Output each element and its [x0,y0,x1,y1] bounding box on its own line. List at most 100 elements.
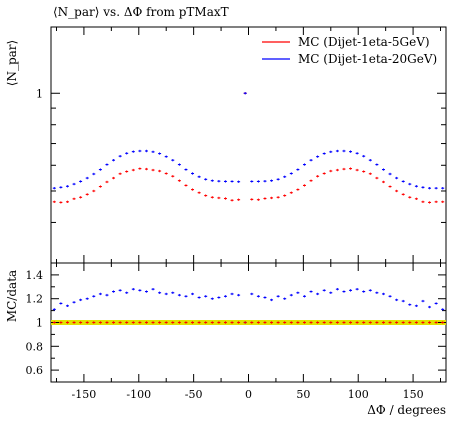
data-point-series-2 [349,321,353,324]
main-x-ticks [55,27,442,263]
data-point-series-1 [434,302,438,305]
main-chart-title: ⟨N_par⟩ vs. ΔΦ from pTMaxT [53,5,229,19]
data-point-series-1 [322,289,326,292]
data-point-series-1 [191,292,195,296]
data-point-series-2 [217,321,221,324]
data-point-series-2 [177,163,181,166]
x-tick-label: 100 [348,388,369,401]
ratio-y-tick-label: 1 [36,317,43,330]
data-point-series-2 [270,321,274,324]
data-point-series-1 [131,287,135,291]
data-point-series-2 [79,321,83,324]
data-point-series-1 [98,185,102,188]
data-point-series-1 [349,289,353,292]
data-point-series-2 [441,321,445,324]
ratio-y-axis-label: MC/data [5,270,19,322]
data-point-series-2 [223,321,227,324]
data-point-series-2 [316,155,320,158]
data-point-series-2 [263,321,267,324]
reference-band [51,320,446,325]
data-point-series-2 [164,155,168,158]
data-point-series-2 [381,168,385,171]
data-point-series-2 [65,321,69,324]
data-point-series-2 [270,179,274,182]
data-point-series-1 [112,290,116,293]
data-point-series-1 [362,290,366,293]
data-point-series-2 [302,163,306,166]
data-point-series-2 [237,321,241,324]
data-point-series-2 [335,149,339,153]
data-point-series-2 [217,179,221,183]
data-point-series-1 [65,304,69,308]
data-point-series-2 [388,321,392,324]
x-tick-label: 0 [245,388,252,401]
data-point-series-1 [204,194,208,197]
data-point-series-2 [79,180,83,183]
data-point-series-1 [329,291,333,294]
data-point-series-1 [441,308,445,311]
data-point-series-2 [144,321,148,324]
ratio-y-tick-label: 1.2 [26,293,44,306]
data-point-series-1 [335,287,339,291]
data-point-series-2 [395,176,399,180]
data-point-series-2 [316,321,320,324]
ratio-panel: MC/data 0.6 0.8 1 1.2 1.4 -150 -100 -50 0 50 100 1… [5,262,447,417]
data-point-series-1 [197,296,201,299]
main-y-tick-label: 1 [36,87,43,100]
ratio-reference-band [51,320,446,325]
data-point-series-1 [289,191,293,194]
data-point-series-2 [256,180,260,183]
data-point-series-2 [72,182,76,186]
data-point-series-1 [381,180,385,184]
data-point-series-1 [118,289,122,292]
data-point-series-2 [401,321,405,324]
data-point-series-2 [322,321,326,324]
data-point-series-1 [342,290,346,293]
data-point-series-1 [125,291,129,294]
data-point-series-2 [441,186,445,190]
data-point-series-2 [197,321,201,324]
data-point-series-1 [414,304,418,308]
data-point-series-1 [408,303,412,306]
data-point-series-1 [342,167,346,171]
data-point-series-1 [395,189,399,193]
data-point-series-2 [204,321,208,324]
data-point-series-2 [302,321,306,324]
data-point-series-1 [59,302,63,305]
data-point-series-1 [112,176,116,180]
data-point-series-2 [375,321,379,324]
data-point-series-2 [112,159,116,162]
data-point-series-1 [158,169,162,173]
data-point-series-2 [59,321,63,324]
data-point-series-2 [98,321,102,324]
data-point-series-2 [296,321,300,324]
data-point-series-2 [322,152,326,155]
data-point-series-2 [125,152,129,155]
data-point-series-2 [375,163,379,166]
data-point-series-2 [59,186,63,189]
data-point-series-2 [276,178,280,181]
data-point-series-1 [381,292,385,296]
data-point-series-1 [322,172,326,175]
data-point-series-2 [428,321,432,324]
data-point-series-1 [177,293,181,297]
data-point-series-1 [65,200,69,204]
data-point-series-1 [79,196,83,199]
data-point-series-2 [250,180,254,183]
data-point-series-1 [421,200,425,204]
data-point-series-2 [144,149,148,153]
x-tick-label: 150 [403,388,424,401]
data-point-series-2 [52,186,56,190]
data-point-series-2 [250,321,254,324]
data-point-series-1 [296,291,300,294]
data-point-series-1 [414,197,418,201]
data-point-series-1 [335,168,339,172]
data-point-series-1 [428,201,432,204]
data-point-series-1 [184,295,188,298]
data-point-series-1 [250,198,254,201]
data-point-series-2 [52,321,56,324]
data-point-series-2 [368,159,372,162]
data-point-series-1 [79,298,83,302]
data-point-series-1 [237,293,241,297]
data-point-series-1 [302,295,306,298]
